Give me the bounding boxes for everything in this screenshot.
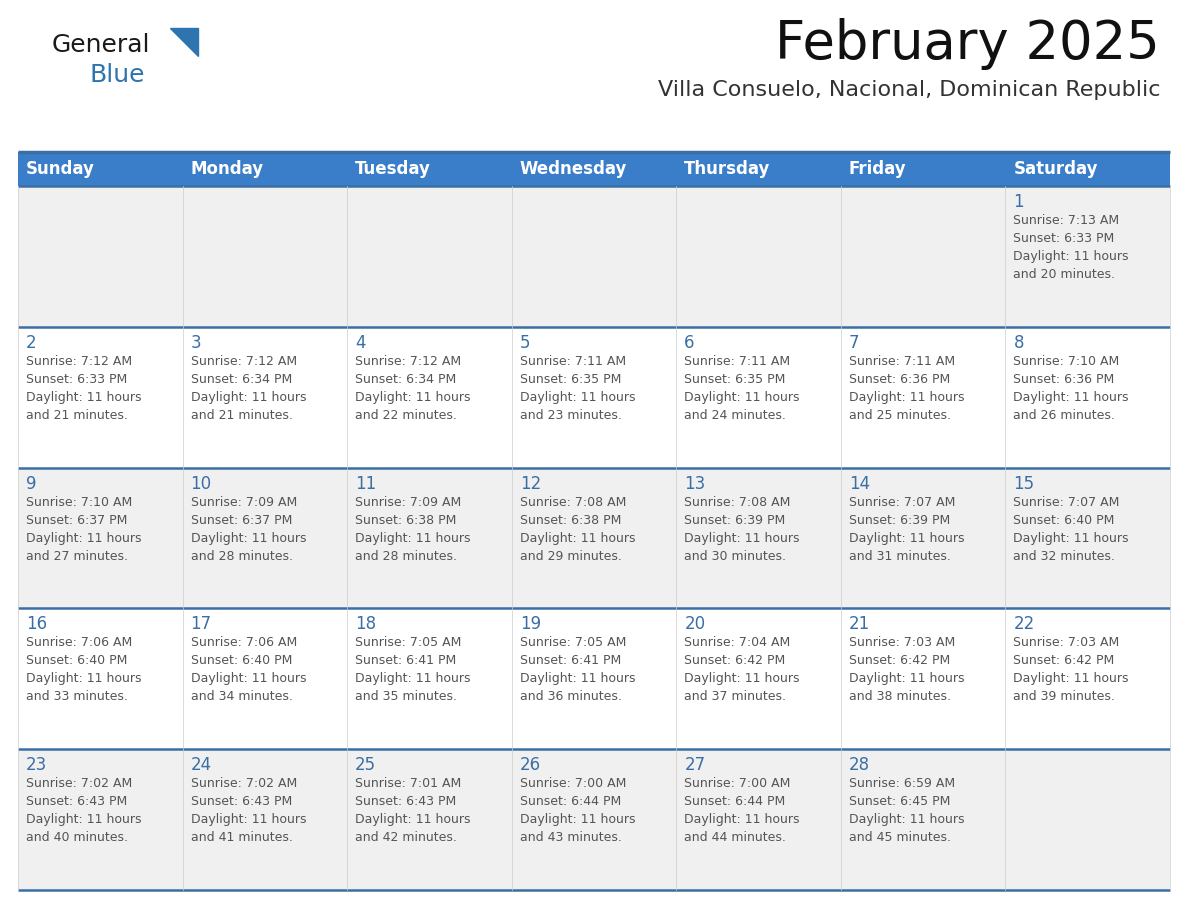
Bar bbox=[18, 749, 1170, 890]
Bar bbox=[1005, 152, 1170, 186]
Text: 22: 22 bbox=[1013, 615, 1035, 633]
Text: Sunrise: 7:10 AM
Sunset: 6:37 PM
Daylight: 11 hours
and 27 minutes.: Sunrise: 7:10 AM Sunset: 6:37 PM Dayligh… bbox=[26, 496, 141, 563]
Text: Sunrise: 7:10 AM
Sunset: 6:36 PM
Daylight: 11 hours
and 26 minutes.: Sunrise: 7:10 AM Sunset: 6:36 PM Dayligh… bbox=[1013, 354, 1129, 421]
Text: Sunrise: 7:06 AM
Sunset: 6:40 PM
Daylight: 11 hours
and 34 minutes.: Sunrise: 7:06 AM Sunset: 6:40 PM Dayligh… bbox=[190, 636, 307, 703]
Text: Sunrise: 7:02 AM
Sunset: 6:43 PM
Daylight: 11 hours
and 40 minutes.: Sunrise: 7:02 AM Sunset: 6:43 PM Dayligh… bbox=[26, 778, 141, 845]
Text: 15: 15 bbox=[1013, 475, 1035, 493]
Text: Sunrise: 7:00 AM
Sunset: 6:44 PM
Daylight: 11 hours
and 43 minutes.: Sunrise: 7:00 AM Sunset: 6:44 PM Dayligh… bbox=[519, 778, 636, 845]
Text: Villa Consuelo, Nacional, Dominican Republic: Villa Consuelo, Nacional, Dominican Repu… bbox=[657, 80, 1159, 100]
Bar bbox=[676, 152, 841, 186]
Text: 27: 27 bbox=[684, 756, 706, 774]
Text: 12: 12 bbox=[519, 475, 541, 493]
Text: 20: 20 bbox=[684, 615, 706, 633]
Text: 18: 18 bbox=[355, 615, 377, 633]
Bar bbox=[841, 152, 1005, 186]
Text: General: General bbox=[52, 33, 151, 57]
Text: 24: 24 bbox=[190, 756, 211, 774]
Text: February 2025: February 2025 bbox=[776, 18, 1159, 70]
Text: 9: 9 bbox=[26, 475, 37, 493]
Text: 8: 8 bbox=[1013, 334, 1024, 352]
Bar bbox=[183, 152, 347, 186]
Text: Sunrise: 7:09 AM
Sunset: 6:38 PM
Daylight: 11 hours
and 28 minutes.: Sunrise: 7:09 AM Sunset: 6:38 PM Dayligh… bbox=[355, 496, 470, 563]
Text: 5: 5 bbox=[519, 334, 530, 352]
Text: Sunrise: 7:01 AM
Sunset: 6:43 PM
Daylight: 11 hours
and 42 minutes.: Sunrise: 7:01 AM Sunset: 6:43 PM Dayligh… bbox=[355, 778, 470, 845]
Text: 13: 13 bbox=[684, 475, 706, 493]
Text: 3: 3 bbox=[190, 334, 201, 352]
Text: Friday: Friday bbox=[849, 160, 906, 178]
Bar bbox=[18, 152, 183, 186]
Text: Blue: Blue bbox=[90, 63, 145, 87]
Text: Sunrise: 7:05 AM
Sunset: 6:41 PM
Daylight: 11 hours
and 36 minutes.: Sunrise: 7:05 AM Sunset: 6:41 PM Dayligh… bbox=[519, 636, 636, 703]
Text: Sunrise: 7:03 AM
Sunset: 6:42 PM
Daylight: 11 hours
and 39 minutes.: Sunrise: 7:03 AM Sunset: 6:42 PM Dayligh… bbox=[1013, 636, 1129, 703]
Text: 28: 28 bbox=[849, 756, 870, 774]
Text: Sunrise: 6:59 AM
Sunset: 6:45 PM
Daylight: 11 hours
and 45 minutes.: Sunrise: 6:59 AM Sunset: 6:45 PM Dayligh… bbox=[849, 778, 965, 845]
Text: Wednesday: Wednesday bbox=[519, 160, 627, 178]
Text: Sunrise: 7:06 AM
Sunset: 6:40 PM
Daylight: 11 hours
and 33 minutes.: Sunrise: 7:06 AM Sunset: 6:40 PM Dayligh… bbox=[26, 636, 141, 703]
Text: 10: 10 bbox=[190, 475, 211, 493]
Text: 17: 17 bbox=[190, 615, 211, 633]
Text: Sunrise: 7:11 AM
Sunset: 6:36 PM
Daylight: 11 hours
and 25 minutes.: Sunrise: 7:11 AM Sunset: 6:36 PM Dayligh… bbox=[849, 354, 965, 421]
Text: 16: 16 bbox=[26, 615, 48, 633]
Text: 25: 25 bbox=[355, 756, 377, 774]
Text: Sunrise: 7:04 AM
Sunset: 6:42 PM
Daylight: 11 hours
and 37 minutes.: Sunrise: 7:04 AM Sunset: 6:42 PM Dayligh… bbox=[684, 636, 800, 703]
Text: Saturday: Saturday bbox=[1013, 160, 1098, 178]
Bar bbox=[18, 609, 1170, 749]
Text: Sunrise: 7:07 AM
Sunset: 6:40 PM
Daylight: 11 hours
and 32 minutes.: Sunrise: 7:07 AM Sunset: 6:40 PM Dayligh… bbox=[1013, 496, 1129, 563]
Text: 14: 14 bbox=[849, 475, 870, 493]
Text: Sunrise: 7:00 AM
Sunset: 6:44 PM
Daylight: 11 hours
and 44 minutes.: Sunrise: 7:00 AM Sunset: 6:44 PM Dayligh… bbox=[684, 778, 800, 845]
Text: Sunrise: 7:03 AM
Sunset: 6:42 PM
Daylight: 11 hours
and 38 minutes.: Sunrise: 7:03 AM Sunset: 6:42 PM Dayligh… bbox=[849, 636, 965, 703]
Text: 2: 2 bbox=[26, 334, 37, 352]
Text: Sunrise: 7:09 AM
Sunset: 6:37 PM
Daylight: 11 hours
and 28 minutes.: Sunrise: 7:09 AM Sunset: 6:37 PM Dayligh… bbox=[190, 496, 307, 563]
Text: Tuesday: Tuesday bbox=[355, 160, 431, 178]
Bar bbox=[18, 327, 1170, 467]
Text: 7: 7 bbox=[849, 334, 859, 352]
Bar bbox=[18, 467, 1170, 609]
Text: Sunday: Sunday bbox=[26, 160, 95, 178]
Polygon shape bbox=[170, 28, 198, 56]
Text: 1: 1 bbox=[1013, 193, 1024, 211]
Bar bbox=[347, 152, 512, 186]
Text: Sunrise: 7:08 AM
Sunset: 6:39 PM
Daylight: 11 hours
and 30 minutes.: Sunrise: 7:08 AM Sunset: 6:39 PM Dayligh… bbox=[684, 496, 800, 563]
Text: Sunrise: 7:11 AM
Sunset: 6:35 PM
Daylight: 11 hours
and 24 minutes.: Sunrise: 7:11 AM Sunset: 6:35 PM Dayligh… bbox=[684, 354, 800, 421]
Text: Sunrise: 7:12 AM
Sunset: 6:33 PM
Daylight: 11 hours
and 21 minutes.: Sunrise: 7:12 AM Sunset: 6:33 PM Dayligh… bbox=[26, 354, 141, 421]
Text: Thursday: Thursday bbox=[684, 160, 771, 178]
Text: 23: 23 bbox=[26, 756, 48, 774]
Text: 11: 11 bbox=[355, 475, 377, 493]
Text: 4: 4 bbox=[355, 334, 366, 352]
Text: Sunrise: 7:13 AM
Sunset: 6:33 PM
Daylight: 11 hours
and 20 minutes.: Sunrise: 7:13 AM Sunset: 6:33 PM Dayligh… bbox=[1013, 214, 1129, 281]
Text: 26: 26 bbox=[519, 756, 541, 774]
Text: Sunrise: 7:05 AM
Sunset: 6:41 PM
Daylight: 11 hours
and 35 minutes.: Sunrise: 7:05 AM Sunset: 6:41 PM Dayligh… bbox=[355, 636, 470, 703]
Text: Sunrise: 7:12 AM
Sunset: 6:34 PM
Daylight: 11 hours
and 22 minutes.: Sunrise: 7:12 AM Sunset: 6:34 PM Dayligh… bbox=[355, 354, 470, 421]
Text: Sunrise: 7:02 AM
Sunset: 6:43 PM
Daylight: 11 hours
and 41 minutes.: Sunrise: 7:02 AM Sunset: 6:43 PM Dayligh… bbox=[190, 778, 307, 845]
Text: 19: 19 bbox=[519, 615, 541, 633]
Text: Sunrise: 7:11 AM
Sunset: 6:35 PM
Daylight: 11 hours
and 23 minutes.: Sunrise: 7:11 AM Sunset: 6:35 PM Dayligh… bbox=[519, 354, 636, 421]
Text: Monday: Monday bbox=[190, 160, 264, 178]
Text: 6: 6 bbox=[684, 334, 695, 352]
Bar bbox=[512, 152, 676, 186]
Bar bbox=[18, 186, 1170, 327]
Text: Sunrise: 7:08 AM
Sunset: 6:38 PM
Daylight: 11 hours
and 29 minutes.: Sunrise: 7:08 AM Sunset: 6:38 PM Dayligh… bbox=[519, 496, 636, 563]
Text: Sunrise: 7:12 AM
Sunset: 6:34 PM
Daylight: 11 hours
and 21 minutes.: Sunrise: 7:12 AM Sunset: 6:34 PM Dayligh… bbox=[190, 354, 307, 421]
Text: Sunrise: 7:07 AM
Sunset: 6:39 PM
Daylight: 11 hours
and 31 minutes.: Sunrise: 7:07 AM Sunset: 6:39 PM Dayligh… bbox=[849, 496, 965, 563]
Text: 21: 21 bbox=[849, 615, 870, 633]
